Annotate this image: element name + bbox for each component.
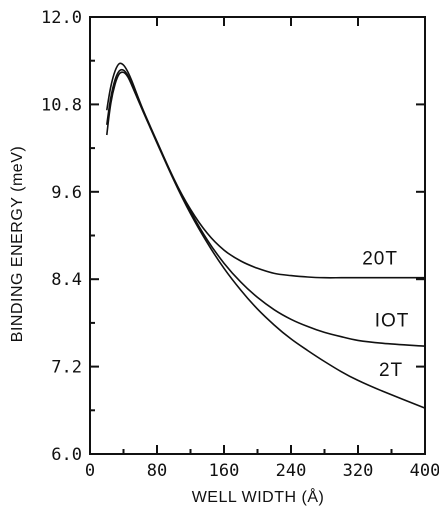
x-tick-label: 0 bbox=[85, 461, 95, 481]
y-tick-label: 9.6 bbox=[51, 183, 82, 203]
series-line-20t bbox=[106, 62, 425, 279]
series-lines bbox=[106, 62, 426, 409]
y-axis-title: BINDING ENERGY (meV) bbox=[9, 146, 26, 342]
series-label: IOT bbox=[375, 311, 410, 332]
y-tick-label: 8.4 bbox=[51, 270, 82, 290]
x-axis-title: WELL WIDTH (Å) bbox=[192, 487, 325, 506]
tick-marks bbox=[89, 16, 426, 455]
series-line-10t bbox=[106, 68, 426, 347]
x-tick-label: 160 bbox=[209, 461, 240, 481]
x-tick-label: 400 bbox=[410, 461, 439, 481]
x-tick-label: 240 bbox=[276, 461, 307, 481]
y-tick-label: 7.2 bbox=[51, 358, 82, 378]
tick-labels: 0 80 160 240 320 400 6.0 7.2 8.4 9.6 10.8 12.0 bbox=[41, 8, 439, 481]
y-tick-label: 10.8 bbox=[41, 95, 82, 115]
series-line-2t bbox=[106, 71, 426, 409]
series-label: 20T bbox=[362, 249, 398, 270]
y-tick-label: 12.0 bbox=[41, 8, 82, 28]
y-tick-label: 6.0 bbox=[51, 445, 82, 465]
series-annotations: 20T IOT 2T bbox=[362, 249, 410, 381]
x-tick-label: 320 bbox=[343, 461, 374, 481]
x-tick-label: 80 bbox=[147, 461, 167, 481]
series-label: 2T bbox=[379, 360, 403, 381]
